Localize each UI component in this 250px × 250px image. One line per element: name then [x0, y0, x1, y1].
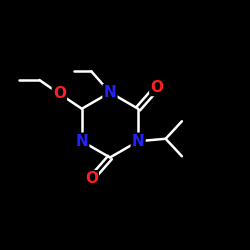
Text: N: N	[104, 85, 117, 100]
Text: N: N	[132, 134, 144, 149]
Text: O: O	[53, 86, 66, 101]
Text: N: N	[76, 134, 88, 149]
Text: O: O	[85, 171, 98, 186]
Text: O: O	[150, 80, 164, 95]
